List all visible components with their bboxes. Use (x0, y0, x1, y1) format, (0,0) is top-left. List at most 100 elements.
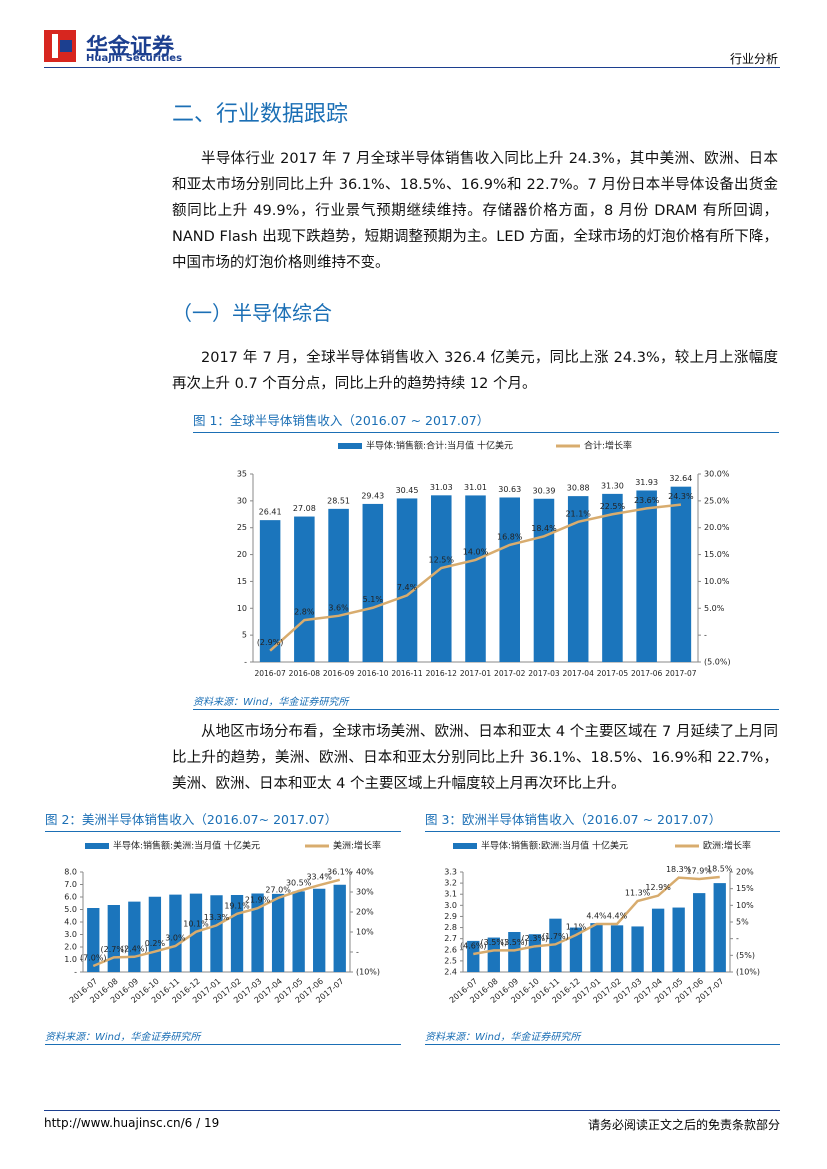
chart: - 1.0 2.0 3.0 4.0 5.0 6.0 7.0 8.0 (10%) - 10% 20% 30%… (64, 840, 381, 1005)
legend-label: 欧洲:增长率 (703, 840, 751, 852)
bar (567, 496, 589, 662)
x-tick-label: 2016-09 (323, 669, 355, 678)
logo-name: 华金证券 (86, 35, 175, 60)
x-tick-label: 2016-07 (254, 669, 286, 678)
data-label: 29.43 (361, 491, 384, 500)
subheading: （一）半导体综合 (172, 301, 332, 325)
legend-swatch (338, 443, 362, 449)
data-label: 5.1% (363, 595, 384, 604)
y2-tick-label: 20% (356, 908, 374, 917)
x-tick-label: 2017-04 (563, 669, 595, 678)
bar (128, 901, 141, 972)
data-label: (3.5%) (481, 938, 508, 947)
y2-tick-label: - (356, 948, 359, 957)
legend-label: 美洲:增长率 (333, 840, 381, 852)
legend-label: 合计:增长率 (584, 440, 632, 452)
bar (533, 498, 555, 662)
y-tick-label: 3.0 (64, 930, 77, 939)
y-tick-label: 4.0 (64, 918, 77, 927)
y-tick-label: 35 (237, 470, 247, 479)
bar (499, 497, 520, 662)
footer-rule (44, 1110, 780, 1111)
footer-disclaimer: 请务必阅读正文之后的免责条款部分 (587, 1118, 780, 1132)
y2-tick-label: 10% (356, 928, 374, 937)
y2-tick-label: - (704, 631, 707, 640)
bar (602, 493, 623, 662)
chart: - 5 10 15 20 25 30 35 (5.0%) - 5.0% 10.0% 15.0% 20.0%… (237, 440, 731, 679)
data-label: 3.0% (165, 934, 186, 943)
y-tick-label: 2.5 (444, 956, 457, 965)
data-label: (2.7%) (101, 945, 128, 954)
bar (107, 905, 120, 972)
bar (693, 893, 706, 972)
data-label: 27.08 (293, 504, 316, 513)
y2-tick-label: 10.0% (704, 577, 730, 586)
rule (193, 709, 779, 710)
data-label: 22.5% (600, 502, 626, 511)
x-tick-label: 2016-10 (357, 669, 389, 678)
y2-tick-label: (10%) (356, 968, 380, 977)
data-label: 17.9% (686, 867, 712, 876)
y-tick-label: 2.6 (444, 945, 457, 954)
legend-label: 半导体:销售额:美洲:当月值 十亿美元 (113, 840, 260, 852)
bar (328, 508, 349, 662)
data-label: 16.8% (497, 532, 523, 541)
figure-source: 资料来源：Wind，华金证券研究所 (425, 1032, 581, 1043)
data-label: 1.1% (566, 923, 587, 932)
bar (259, 520, 281, 662)
paragraph: 从地区市场分布看，全球市场美洲、欧洲、日本和亚太 4 个主要区域在 7 月延续了… (172, 724, 778, 792)
data-label: (1.7%) (542, 932, 569, 941)
data-label: 4.4% (586, 912, 607, 921)
x-tick-label: 2017-01 (460, 669, 492, 678)
legend-label: 半导体:销售额:欧洲:当月值 十亿美元 (481, 840, 628, 852)
figure-caption: 图 1：全球半导体销售收入（2016.07 ~ 2017.07） (193, 410, 779, 433)
section-label: 行业分析 (730, 52, 779, 66)
data-label: 24.3% (668, 492, 694, 501)
line (473, 875, 720, 956)
y-tick-label: - (244, 658, 247, 667)
y2-tick-label: 25.0% (704, 496, 730, 505)
bar (508, 932, 521, 972)
y2-tick-label: - (736, 934, 739, 943)
y2-tick-label: 15% (736, 884, 754, 893)
rule (425, 1044, 780, 1045)
y-tick-label: 25 (237, 523, 247, 532)
data-label: 36.1% (327, 867, 353, 876)
bar (333, 884, 346, 972)
x-tick-label: 2017-05 (597, 669, 629, 678)
y-tick-label: 2.7 (444, 934, 457, 943)
x-tick-label: 2016-11 (391, 669, 423, 678)
data-label: (4.6%) (460, 942, 487, 951)
bar (313, 888, 326, 972)
bar (210, 895, 223, 972)
y-tick-label: 5.0 (64, 905, 77, 914)
y-tick-label: 3.3 (444, 868, 457, 877)
data-label: 3.6% (328, 603, 349, 612)
bar (487, 937, 500, 972)
x-tick-label: 2017-07 (665, 669, 697, 678)
y2-tick-label: (10%) (736, 968, 760, 977)
y2-tick-label: 5.0% (704, 604, 725, 613)
data-label: 21.9% (245, 896, 271, 905)
data-label: 10.1% (183, 919, 209, 928)
footer-url: http://www.huajinsc.cn/6 / 19 (44, 1116, 220, 1130)
y-tick-label: 8.0 (64, 868, 77, 877)
bar (396, 498, 418, 662)
y2-tick-label: 30% (356, 888, 374, 897)
bar (465, 495, 486, 662)
y2-tick-label: 10% (736, 901, 754, 910)
bar (148, 896, 162, 972)
bar (528, 934, 542, 972)
logo-en: Huajin Securities (86, 53, 183, 64)
data-label: 18.5% (707, 865, 733, 874)
legend-label: 半导体:销售额:合计:当月值 十亿美元 (366, 440, 513, 452)
y-tick-label: 10 (237, 604, 247, 613)
line (269, 503, 682, 652)
y-tick-label: 1.0 (64, 955, 77, 964)
data-label: 18.4% (531, 524, 557, 533)
data-label: 21.1% (565, 509, 591, 518)
figure-source: 资料来源：Wind，华金证券研究所 (45, 1032, 201, 1043)
data-label: (2.9%) (257, 638, 284, 647)
data-label: 30.45 (396, 486, 419, 495)
